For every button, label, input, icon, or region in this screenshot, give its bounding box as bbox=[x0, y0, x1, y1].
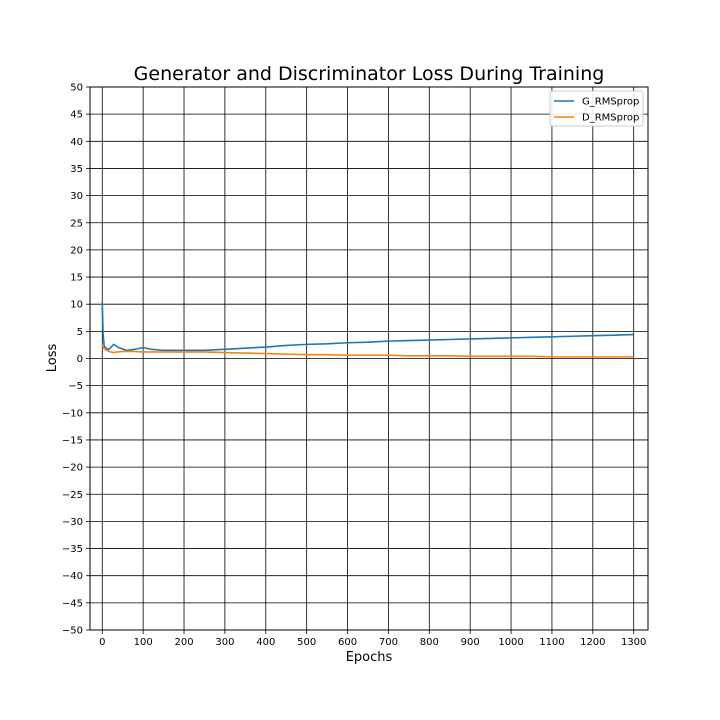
x-tick-label: 300 bbox=[215, 637, 234, 648]
x-tick-label: 500 bbox=[297, 637, 316, 648]
x-tick-label: 1100 bbox=[539, 637, 564, 648]
y-tick-label: −30 bbox=[62, 517, 83, 528]
y-tick-label: 20 bbox=[70, 245, 83, 256]
x-tick-label: 400 bbox=[256, 637, 275, 648]
grid bbox=[90, 86, 648, 631]
legend-label: D_RMSprop bbox=[582, 113, 639, 124]
y-tick-label: 40 bbox=[70, 137, 83, 148]
x-axis-label: Epochs bbox=[346, 650, 393, 665]
x-tick-label: 1000 bbox=[498, 637, 523, 648]
legend: G_RMSprop D_RMSprop bbox=[549, 90, 644, 127]
x-tick-label: 1200 bbox=[580, 637, 605, 648]
y-tick-label: −20 bbox=[62, 463, 83, 474]
x-tick-label: 1300 bbox=[621, 637, 646, 648]
y-axis-label: Loss bbox=[45, 344, 60, 373]
chart-title: Generator and Discriminator Loss During … bbox=[134, 63, 605, 85]
series-line-g-rmsprop bbox=[101, 301, 634, 352]
x-tick-label: 200 bbox=[174, 637, 193, 648]
series-line-d-rmsprop bbox=[101, 344, 634, 358]
x-tick-label: 800 bbox=[420, 637, 439, 648]
y-tick-label: −10 bbox=[62, 408, 83, 419]
y-tick-label: 10 bbox=[70, 300, 83, 311]
y-tick-label: −15 bbox=[62, 435, 83, 446]
ticks: 0 100 200 300 400 500 600 700 800 900 1000 1100 1200… bbox=[62, 83, 647, 649]
series-layer bbox=[101, 301, 634, 358]
x-tick-label: 700 bbox=[379, 637, 398, 648]
y-tick-label: −45 bbox=[62, 598, 83, 609]
x-tick-label: 0 bbox=[99, 637, 105, 648]
y-tick-label: 5 bbox=[77, 327, 83, 338]
y-tick-label: 35 bbox=[70, 164, 83, 175]
y-tick-label: −25 bbox=[62, 490, 83, 501]
y-tick-label: −35 bbox=[62, 544, 83, 555]
x-tick-label: 900 bbox=[461, 637, 480, 648]
y-tick-label: −50 bbox=[62, 626, 83, 637]
y-tick-label: 30 bbox=[70, 191, 83, 202]
y-tick-label: −5 bbox=[68, 381, 83, 392]
y-tick-label: 0 bbox=[77, 354, 83, 365]
x-tick-label: 100 bbox=[134, 637, 153, 648]
y-tick-label: 45 bbox=[70, 110, 83, 121]
y-tick-label: 50 bbox=[70, 83, 83, 94]
y-tick-label: 15 bbox=[70, 273, 83, 284]
y-tick-label: 25 bbox=[70, 218, 83, 229]
legend-label: G_RMSprop bbox=[582, 97, 639, 108]
x-tick-label: 600 bbox=[338, 637, 357, 648]
y-tick-label: −40 bbox=[62, 571, 83, 582]
